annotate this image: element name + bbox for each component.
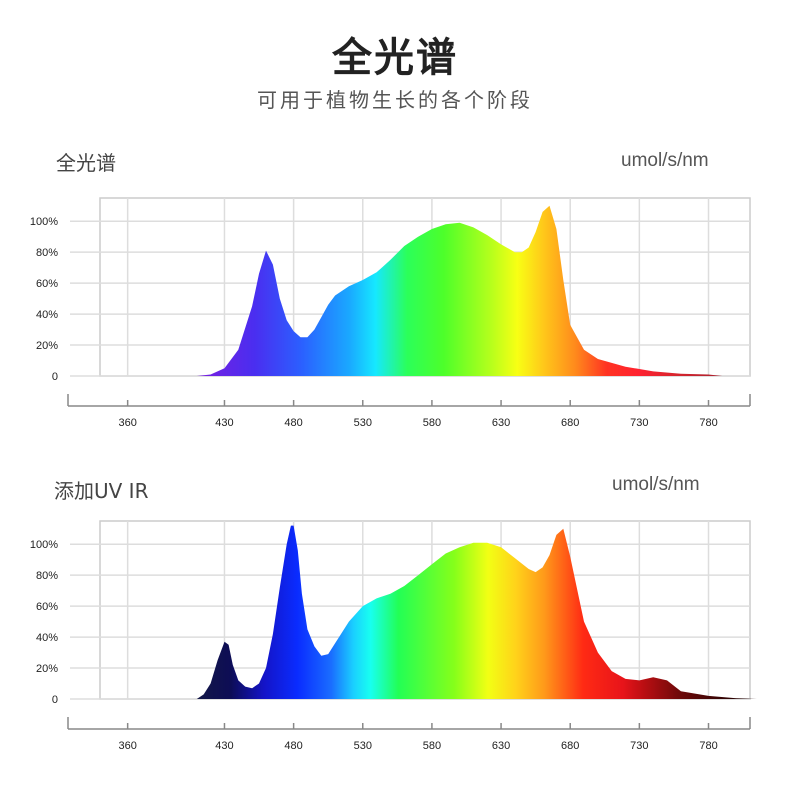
x-tick-label: 780 <box>699 740 717 752</box>
y-tick-label: 40% <box>36 632 58 644</box>
y-tick-label: 100% <box>30 539 58 551</box>
page-title: 全光谱 <box>332 35 458 81</box>
x-tick-label: 430 <box>215 740 233 752</box>
chart-2-spectrum: 0 20% 40% 60% 80% 100% 360 430 480 530 580 630 680 73… <box>30 520 757 752</box>
y-tick-label: 0 <box>52 694 58 706</box>
y-tick-label: 40% <box>36 309 58 321</box>
x-tick-label: 580 <box>423 740 441 752</box>
chart-1-unit-label: umol/s/nm <box>621 150 709 171</box>
x-tick-label: 630 <box>492 417 510 429</box>
y-tick-label: 60% <box>36 601 58 613</box>
chart-1-spectrum: 0 20% 40% 60% 80% 100% 360 430 480 530 580 630 680 73… <box>30 197 751 429</box>
x-tick-label: 730 <box>630 740 648 752</box>
x-tick-label: 430 <box>215 417 233 429</box>
y-tick-label: 100% <box>30 216 58 228</box>
chart-2-title: 添加UV IR <box>54 479 149 503</box>
y-tick-label: 60% <box>36 278 58 290</box>
spectrum-area <box>196 525 757 699</box>
page-subtitle: 可用于植物生长的各个阶段 <box>257 88 533 112</box>
y-tick-label: 20% <box>36 663 58 675</box>
x-tick-label: 730 <box>630 417 648 429</box>
x-tick-label: 680 <box>561 740 579 752</box>
x-tick-label: 580 <box>423 417 441 429</box>
y-tick-label: 0 <box>52 371 58 383</box>
chart-1-title: 全光谱 <box>56 151 116 175</box>
x-tick-label: 630 <box>492 740 510 752</box>
x-tick-label: 360 <box>118 417 136 429</box>
y-tick-label: 80% <box>36 247 58 259</box>
spectrum-area <box>196 205 723 376</box>
y-tick-label: 20% <box>36 340 58 352</box>
x-tick-label: 780 <box>699 417 717 429</box>
x-tick-label: 480 <box>284 417 302 429</box>
x-tick-label: 480 <box>284 740 302 752</box>
x-tick-label: 530 <box>354 417 372 429</box>
y-tick-label: 80% <box>36 570 58 582</box>
x-tick-label: 530 <box>354 740 372 752</box>
x-tick-label: 680 <box>561 417 579 429</box>
x-tick-label: 360 <box>118 740 136 752</box>
chart-2-unit-label: umol/s/nm <box>612 474 700 495</box>
